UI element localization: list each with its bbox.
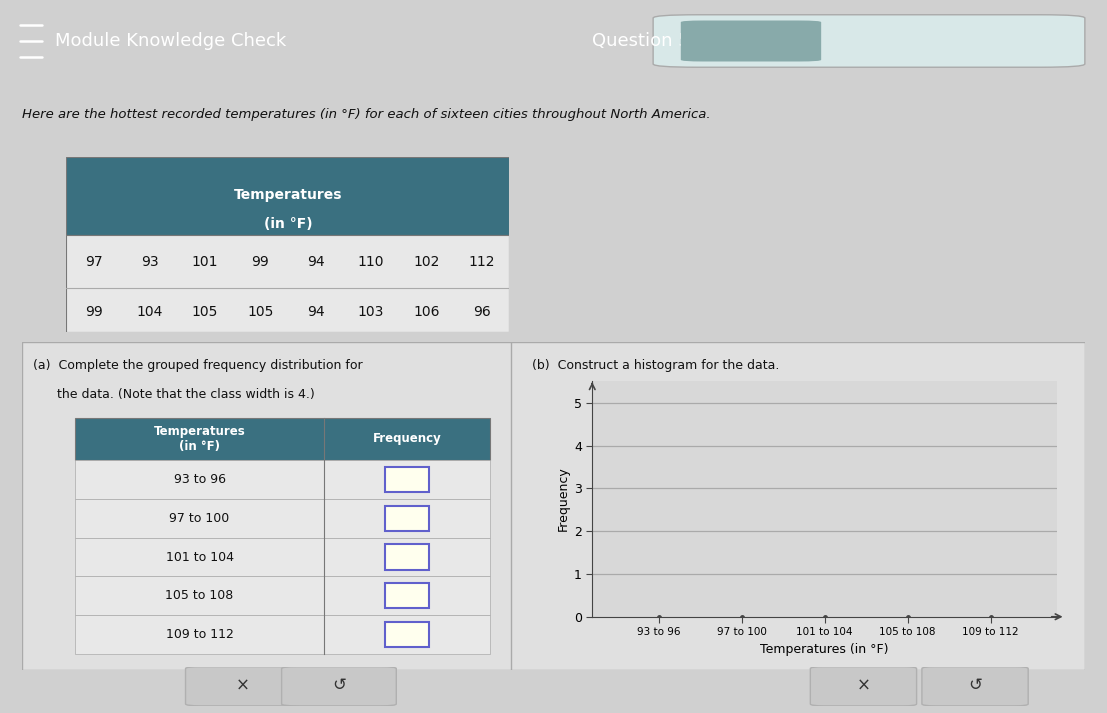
Text: 110: 110 — [358, 255, 384, 269]
FancyBboxPatch shape — [384, 545, 430, 570]
Text: 112: 112 — [468, 255, 495, 269]
Text: 103: 103 — [358, 305, 384, 319]
Text: 97: 97 — [85, 255, 103, 269]
Text: 101 to 104: 101 to 104 — [166, 550, 234, 563]
FancyBboxPatch shape — [681, 21, 821, 61]
X-axis label: Temperatures (in °F): Temperatures (in °F) — [761, 642, 889, 656]
FancyBboxPatch shape — [75, 461, 489, 499]
FancyBboxPatch shape — [384, 467, 430, 492]
Text: 99: 99 — [85, 305, 103, 319]
Text: (in °F): (in °F) — [263, 217, 312, 231]
Text: 102: 102 — [413, 255, 439, 269]
Text: Frequency: Frequency — [372, 433, 442, 446]
FancyBboxPatch shape — [66, 235, 509, 332]
Y-axis label: Frequency: Frequency — [557, 467, 570, 531]
Text: ×: × — [857, 677, 870, 694]
Text: 101: 101 — [192, 255, 218, 269]
Text: 105 to 108: 105 to 108 — [165, 589, 234, 602]
Text: ↺: ↺ — [332, 677, 345, 694]
FancyBboxPatch shape — [75, 499, 489, 538]
FancyBboxPatch shape — [384, 622, 430, 647]
Text: (a)  Complete the grouped frequency distribution for: (a) Complete the grouped frequency distr… — [33, 359, 362, 371]
Text: 104: 104 — [136, 305, 163, 319]
Text: 94: 94 — [307, 305, 324, 319]
Text: Here are the hottest recorded temperatures (in °F) for each of sixteen cities th: Here are the hottest recorded temperatur… — [22, 108, 711, 120]
Text: 109 to 112: 109 to 112 — [166, 628, 234, 641]
Text: 105: 105 — [192, 305, 218, 319]
Text: ×: × — [236, 677, 250, 694]
Text: 97 to 100: 97 to 100 — [169, 512, 230, 525]
FancyBboxPatch shape — [186, 667, 300, 706]
FancyBboxPatch shape — [75, 538, 489, 576]
FancyBboxPatch shape — [281, 667, 396, 706]
Text: 94: 94 — [307, 255, 324, 269]
FancyBboxPatch shape — [75, 576, 489, 615]
FancyBboxPatch shape — [922, 667, 1028, 706]
Text: the data. (Note that the class width is 4.): the data. (Note that the class width is … — [33, 388, 314, 401]
FancyBboxPatch shape — [810, 667, 917, 706]
Text: 105: 105 — [247, 305, 273, 319]
Text: 93 to 96: 93 to 96 — [174, 473, 226, 486]
Text: 93: 93 — [141, 255, 158, 269]
Text: (b)  Construct a histogram for the data.: (b) Construct a histogram for the data. — [532, 359, 779, 371]
Text: 96: 96 — [473, 305, 490, 319]
Text: ↺: ↺ — [969, 677, 982, 694]
Text: Temperatures
(in °F): Temperatures (in °F) — [154, 425, 246, 453]
Text: Question 5: Question 5 — [592, 32, 690, 50]
Text: 106: 106 — [413, 305, 439, 319]
FancyBboxPatch shape — [75, 615, 489, 654]
FancyBboxPatch shape — [66, 157, 509, 235]
FancyBboxPatch shape — [384, 506, 430, 531]
FancyBboxPatch shape — [75, 418, 489, 461]
FancyBboxPatch shape — [22, 342, 1085, 670]
Text: Temperatures: Temperatures — [234, 188, 342, 202]
FancyBboxPatch shape — [653, 15, 1085, 67]
FancyBboxPatch shape — [384, 583, 430, 608]
Text: 99: 99 — [251, 255, 269, 269]
Text: Module Knowledge Check: Module Knowledge Check — [55, 32, 287, 50]
